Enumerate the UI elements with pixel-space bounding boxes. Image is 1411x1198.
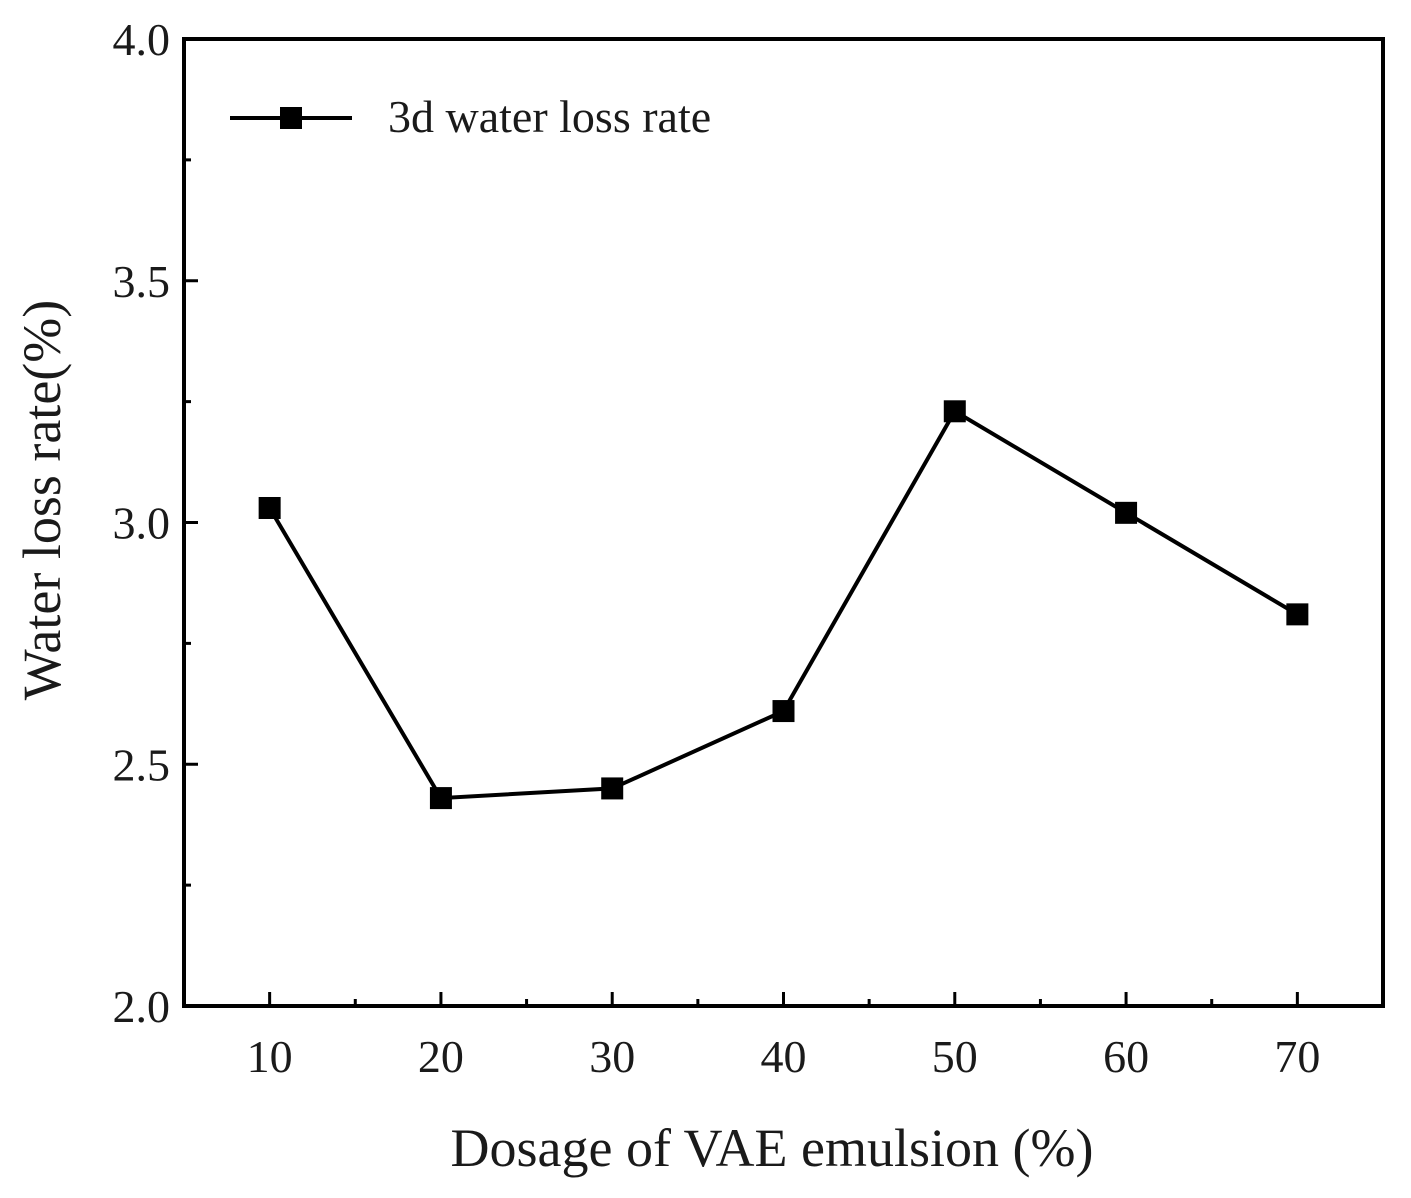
legend-label: 3d water loss rate [388, 91, 711, 142]
legend-marker [280, 107, 302, 129]
y-tick-label: 3.5 [113, 256, 171, 307]
x-axis-title: Dosage of VAE emulsion (%) [451, 1118, 1094, 1178]
x-tick-label: 20 [418, 1031, 464, 1082]
y-tick-label: 2.0 [113, 981, 171, 1032]
data-point-marker [601, 777, 624, 800]
y-tick-label: 3.0 [113, 498, 171, 549]
data-point-marker [1115, 501, 1138, 524]
x-tick-label: 40 [761, 1031, 807, 1082]
x-tick-label: 60 [1103, 1031, 1149, 1082]
data-point-marker [1286, 603, 1309, 626]
x-tick-label: 30 [589, 1031, 635, 1082]
plot-frame [182, 37, 1385, 1008]
x-tick-label: 70 [1274, 1031, 1320, 1082]
y-axis-title: Water loss rate(%) [12, 300, 72, 700]
x-tick-label: 10 [247, 1031, 293, 1082]
legend: 3d water loss rate [230, 91, 711, 142]
y-tick-label: 4.0 [113, 14, 171, 65]
x-axis-tick-labels: 10 20 30 40 50 60 70 [247, 1031, 1321, 1082]
y-axis-tick-labels: 2.0 2.5 3.0 3.5 4.0 [113, 14, 171, 1032]
data-point-marker [943, 400, 966, 423]
series-layer [258, 400, 1309, 810]
data-point-marker [772, 700, 795, 723]
data-point-marker [258, 496, 281, 519]
x-tick-label: 50 [932, 1031, 978, 1082]
y-tick-label: 2.5 [113, 739, 171, 790]
data-point-marker [429, 787, 452, 810]
